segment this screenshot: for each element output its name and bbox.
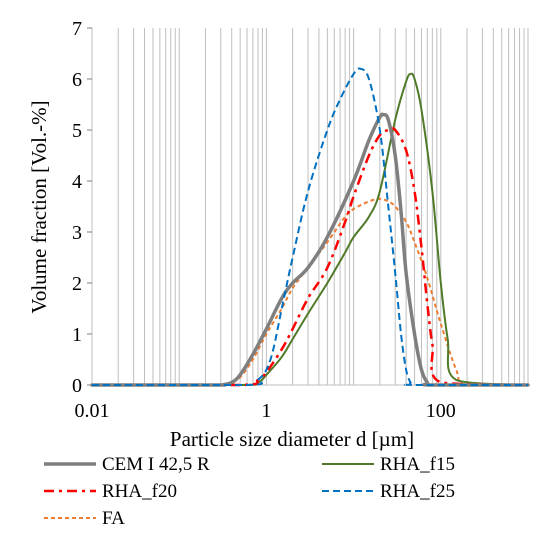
grid	[117, 28, 525, 385]
legend-label: FA	[102, 508, 125, 529]
y-tick-label: 6	[72, 69, 82, 91]
x-tick-label: 100	[426, 400, 456, 422]
x-tick-label: 1	[261, 400, 271, 422]
series-line-rha-f20	[92, 127, 529, 387]
y-tick-label: 1	[72, 324, 82, 346]
series-line-cem-i-42-5-r	[90, 112, 530, 387]
legend-label: RHA_f25	[380, 481, 455, 502]
y-axis-title: Volume fraction [Vol.-%]	[27, 100, 51, 313]
series-line-fa	[92, 197, 528, 386]
y-tick-label: 4	[72, 171, 82, 193]
x-tick-label: 0.01	[75, 400, 110, 422]
series-line-rha-f25	[92, 67, 528, 387]
y-tick-label: 2	[72, 273, 82, 295]
y-tick-label: 0	[72, 375, 82, 397]
y-axis: 0 1 2 3 4 5 6 7	[72, 18, 92, 397]
legend-label: RHA_f20	[102, 481, 177, 502]
x-axis-title: Particle size diameter d [µm]	[170, 427, 414, 451]
y-tick-label: 5	[72, 120, 82, 142]
legend: CEM I 42,5 R RHA_f15 RHA_f20 RHA_f25 FA	[44, 454, 455, 529]
plot-area	[91, 28, 529, 386]
x-axis: 0.01 1 100	[75, 400, 456, 422]
legend-label: RHA_f15	[380, 454, 455, 475]
series-layer	[90, 67, 530, 387]
y-tick-label: 3	[72, 222, 82, 244]
legend-label: CEM I 42,5 R	[102, 454, 210, 475]
y-tick-label: 7	[72, 18, 82, 40]
series-line-rha-f15	[91, 72, 529, 387]
